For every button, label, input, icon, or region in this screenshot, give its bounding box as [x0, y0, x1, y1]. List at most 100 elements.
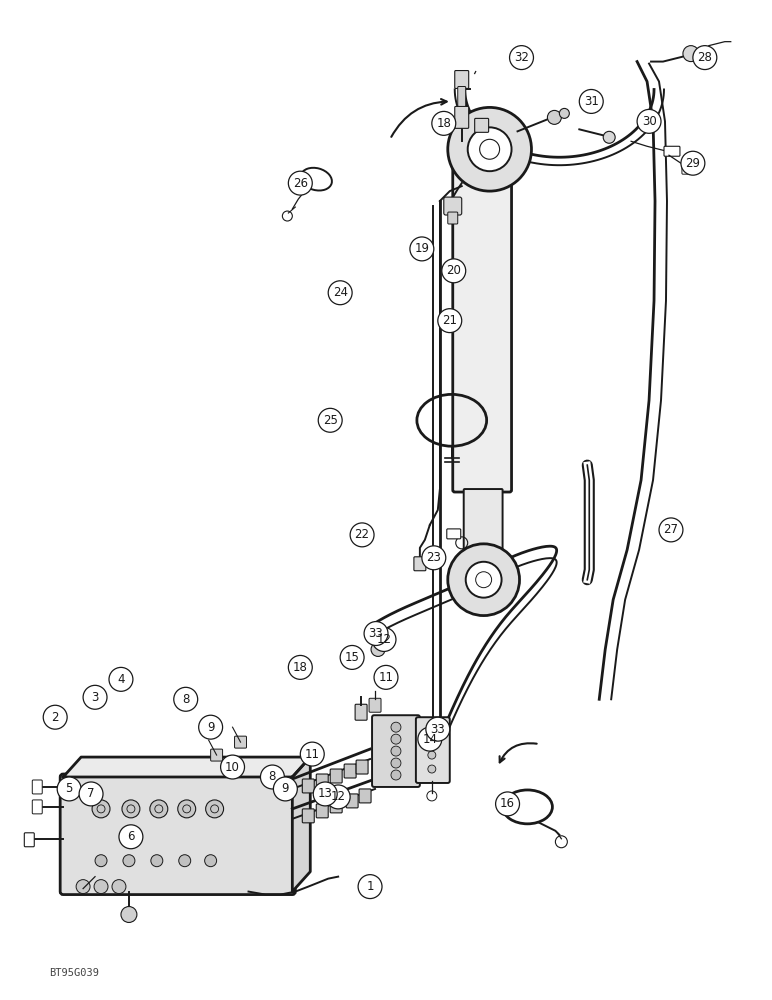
- Text: 3: 3: [91, 691, 99, 704]
- Circle shape: [174, 687, 198, 711]
- Text: 20: 20: [446, 264, 461, 277]
- Circle shape: [313, 782, 337, 806]
- Circle shape: [428, 765, 436, 773]
- Text: 12: 12: [330, 790, 346, 803]
- Circle shape: [289, 171, 312, 195]
- Circle shape: [358, 875, 382, 899]
- Polygon shape: [63, 757, 310, 777]
- FancyBboxPatch shape: [303, 809, 314, 823]
- FancyBboxPatch shape: [452, 154, 512, 492]
- Circle shape: [428, 737, 436, 745]
- Text: 10: 10: [225, 761, 240, 774]
- FancyBboxPatch shape: [372, 715, 420, 787]
- Text: 4: 4: [117, 673, 125, 686]
- Circle shape: [57, 777, 81, 801]
- Circle shape: [579, 89, 603, 113]
- Circle shape: [83, 685, 107, 709]
- Circle shape: [693, 46, 717, 70]
- Text: 13: 13: [318, 787, 333, 800]
- Circle shape: [112, 880, 126, 894]
- FancyBboxPatch shape: [455, 106, 469, 128]
- Circle shape: [300, 742, 324, 766]
- Text: 33: 33: [431, 723, 445, 736]
- Circle shape: [374, 665, 398, 689]
- FancyBboxPatch shape: [24, 833, 34, 847]
- Text: 6: 6: [127, 830, 134, 843]
- FancyBboxPatch shape: [448, 212, 458, 224]
- FancyBboxPatch shape: [330, 769, 342, 783]
- Circle shape: [179, 855, 191, 867]
- Text: 32: 32: [514, 51, 529, 64]
- FancyBboxPatch shape: [369, 698, 381, 712]
- Circle shape: [683, 46, 699, 62]
- Circle shape: [121, 907, 137, 922]
- Circle shape: [681, 151, 705, 175]
- FancyBboxPatch shape: [355, 704, 367, 720]
- Circle shape: [442, 259, 466, 283]
- Circle shape: [92, 800, 110, 818]
- FancyBboxPatch shape: [359, 789, 371, 803]
- FancyBboxPatch shape: [344, 764, 356, 778]
- FancyBboxPatch shape: [416, 717, 450, 783]
- Circle shape: [350, 523, 374, 547]
- Circle shape: [468, 127, 512, 171]
- FancyBboxPatch shape: [32, 800, 42, 814]
- Circle shape: [426, 717, 450, 741]
- FancyBboxPatch shape: [235, 736, 246, 748]
- Circle shape: [340, 645, 364, 669]
- FancyBboxPatch shape: [356, 760, 368, 774]
- FancyBboxPatch shape: [414, 557, 426, 571]
- Circle shape: [428, 723, 436, 731]
- Circle shape: [391, 734, 401, 744]
- Circle shape: [410, 237, 434, 261]
- Circle shape: [198, 715, 222, 739]
- Text: 18: 18: [293, 661, 308, 674]
- Circle shape: [510, 46, 533, 70]
- Text: 11: 11: [378, 671, 394, 684]
- Text: 30: 30: [642, 115, 656, 128]
- Text: 9: 9: [207, 721, 215, 734]
- Circle shape: [448, 544, 520, 616]
- Circle shape: [94, 880, 108, 894]
- Circle shape: [205, 800, 224, 818]
- Circle shape: [603, 131, 615, 143]
- Circle shape: [79, 782, 103, 806]
- FancyBboxPatch shape: [330, 799, 342, 813]
- Text: 1: 1: [366, 880, 374, 893]
- Text: 22: 22: [354, 528, 370, 541]
- Text: 29: 29: [686, 157, 700, 170]
- Circle shape: [371, 642, 385, 656]
- Circle shape: [205, 855, 217, 867]
- Circle shape: [391, 722, 401, 732]
- Circle shape: [328, 281, 352, 305]
- FancyBboxPatch shape: [317, 774, 328, 788]
- Circle shape: [391, 770, 401, 780]
- Text: 25: 25: [323, 414, 337, 427]
- Text: 24: 24: [333, 286, 347, 299]
- FancyBboxPatch shape: [32, 780, 42, 794]
- Circle shape: [438, 309, 462, 333]
- Text: 33: 33: [369, 627, 384, 640]
- Circle shape: [327, 785, 350, 809]
- Text: 31: 31: [584, 95, 599, 108]
- Text: 27: 27: [663, 523, 679, 536]
- FancyBboxPatch shape: [458, 86, 466, 106]
- Circle shape: [448, 107, 531, 191]
- Circle shape: [95, 855, 107, 867]
- Text: BT95G039: BT95G039: [49, 968, 100, 978]
- Text: 11: 11: [305, 748, 320, 761]
- Circle shape: [109, 667, 133, 691]
- FancyBboxPatch shape: [444, 197, 462, 215]
- Text: 8: 8: [269, 770, 276, 783]
- FancyBboxPatch shape: [464, 489, 503, 566]
- Circle shape: [466, 562, 502, 598]
- FancyBboxPatch shape: [211, 749, 222, 761]
- Circle shape: [150, 800, 168, 818]
- Text: 23: 23: [426, 551, 442, 564]
- Circle shape: [260, 765, 284, 789]
- Circle shape: [391, 746, 401, 756]
- Text: 5: 5: [66, 782, 73, 795]
- Circle shape: [76, 880, 90, 894]
- Text: 28: 28: [697, 51, 713, 64]
- Circle shape: [428, 751, 436, 759]
